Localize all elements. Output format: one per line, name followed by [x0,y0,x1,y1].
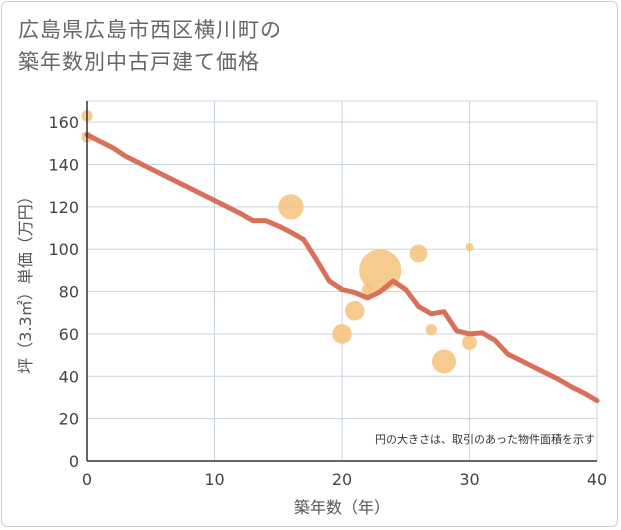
x-tick-label: 20 [332,470,352,489]
tick-labels: 0 10 20 30 40 0 20 40 60 80 100 120 140 160 [48,113,607,489]
title-line-2: 築年数別中古戸建て価格 [18,50,260,74]
data-bubble [332,324,352,344]
y-tick-label: 0 [69,452,79,471]
data-bubble [462,334,477,350]
x-tick-label: 0 [82,470,92,489]
y-tick-label: 80 [59,283,79,302]
axes [86,101,597,462]
grid-lines [87,100,598,461]
y-tick-label: 160 [48,113,79,132]
data-bubble [409,244,428,263]
y-axis-label: 坪（3.3㎡）単価（万円） [16,188,35,373]
y-tick-label: 20 [59,410,79,429]
bubble-size-note: 円の大きさは、取引のあった物件面積を示す [375,432,595,446]
y-tick-label: 140 [48,156,79,175]
y-tick-label: 60 [59,325,79,344]
x-tick-label: 30 [459,470,479,489]
data-bubble [344,300,365,321]
data-bubble [465,243,474,252]
trend-line [84,132,600,404]
chart-title: 広島県広島市西区横川町の 築年数別中古戸建て価格 [18,14,282,78]
x-tick-label: 10 [204,470,224,489]
title-line-1: 広島県広島市西区横川町の [18,18,282,42]
data-bubble [425,324,437,336]
x-axis-label: 築年数（年） [294,498,390,517]
y-tick-label: 40 [59,367,79,386]
y-tick-label: 120 [48,198,79,217]
y-tick-label: 100 [48,240,79,259]
x-tick-label: 40 [587,470,607,489]
data-bubble [278,194,304,220]
data-bubble [432,349,456,374]
